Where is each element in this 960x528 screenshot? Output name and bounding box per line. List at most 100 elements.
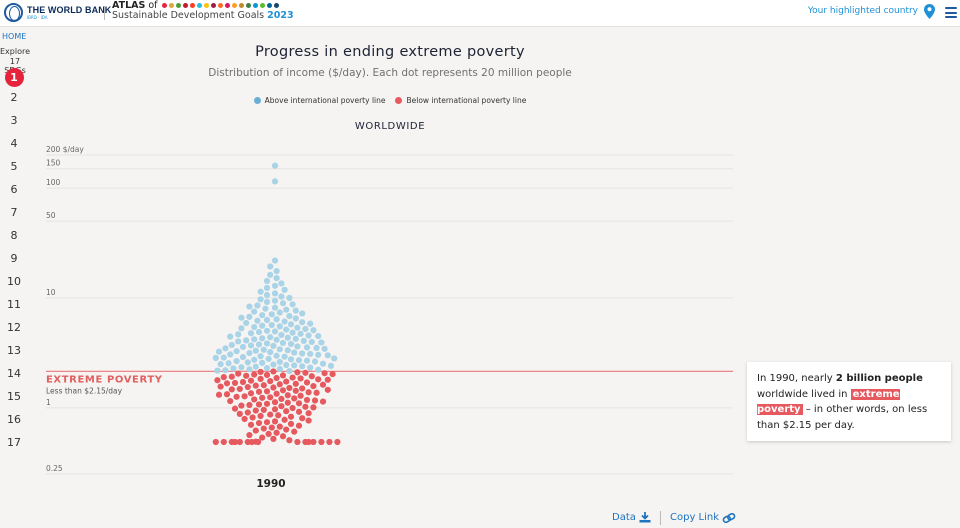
sidebar-sdg-4[interactable]: 4 <box>10 137 18 150</box>
dot-below-poverty <box>279 433 287 440</box>
dot-above-poverty <box>295 357 303 364</box>
dot-below-poverty <box>273 390 280 397</box>
dot-below-poverty <box>251 396 258 403</box>
dot-below-poverty <box>255 438 262 446</box>
dot-above-poverty <box>299 319 306 326</box>
dot-below-poverty <box>244 383 251 391</box>
dot-above-poverty <box>238 364 245 371</box>
sdg-dot-7 <box>203 3 209 9</box>
legend-item-above[interactable]: Above international poverty line <box>253 96 385 105</box>
org-name: THE WORLD BANK <box>27 4 112 15</box>
dot-above-poverty <box>287 321 295 328</box>
explore-line1: Explore <box>0 47 31 56</box>
dot-below-poverty <box>233 393 240 400</box>
sidebar-sdg-5[interactable]: 5 <box>10 160 18 173</box>
dot-below-poverty <box>212 438 219 446</box>
sidebar-sdg-6[interactable]: 6 <box>10 183 18 196</box>
dot-above-poverty <box>286 312 293 320</box>
sidebar-sdg-14[interactable]: 14 <box>7 367 21 380</box>
dot-above-poverty <box>315 351 322 358</box>
dot-above-poverty <box>276 309 283 316</box>
dot-above-poverty <box>222 345 229 352</box>
dot-below-poverty <box>276 423 283 430</box>
legend-item-below[interactable]: Below international poverty line <box>395 96 526 105</box>
dot-above-poverty <box>263 327 271 334</box>
dot-above-poverty <box>299 310 306 317</box>
dot-above-poverty <box>227 351 234 358</box>
dot-above-poverty <box>252 363 259 370</box>
dot-below-poverty <box>265 430 272 437</box>
home-link[interactable]: HOME <box>2 32 27 41</box>
dot-below-poverty <box>275 412 282 419</box>
data-download-link[interactable]: Data <box>612 512 651 523</box>
dot-below-poverty <box>255 419 263 427</box>
dot-above-poverty <box>287 340 295 348</box>
dot-above-poverty <box>271 297 279 304</box>
dot-above-poverty <box>215 348 223 355</box>
sidebar-sdg-13[interactable]: 13 <box>7 344 21 357</box>
dot-above-poverty <box>271 178 279 185</box>
dot-below-poverty <box>263 388 271 395</box>
y-tick-label: 50 <box>46 211 56 220</box>
sdg-dot-16 <box>266 3 272 9</box>
dot-below-poverty <box>302 403 309 410</box>
dot-below-poverty <box>231 379 239 387</box>
dot-above-poverty <box>233 348 240 355</box>
sidebar-sdg-11[interactable]: 11 <box>7 298 21 311</box>
sidebar-sdg-10[interactable]: 10 <box>7 275 21 288</box>
highlighted-country-link[interactable]: Your highlighted country <box>807 6 918 16</box>
sidebar-sdg-8[interactable]: 8 <box>10 229 18 242</box>
dot-below-poverty <box>271 406 279 413</box>
dot-below-poverty <box>286 437 293 444</box>
dot-below-poverty <box>228 373 235 380</box>
dot-above-poverty <box>235 338 242 345</box>
dot-below-poverty <box>271 418 279 425</box>
dot-above-poverty <box>284 334 291 341</box>
dot-above-poverty <box>271 328 279 335</box>
dot-above-poverty <box>299 363 306 370</box>
sidebar-sdg-12[interactable]: 12 <box>7 321 21 334</box>
sidebar-sdg-16[interactable]: 16 <box>7 413 21 426</box>
sidebar-sdg-9[interactable]: 9 <box>10 252 18 265</box>
sidebar-sdg-15[interactable]: 15 <box>7 390 21 403</box>
dot-below-poverty <box>236 438 243 446</box>
y-tick-label: 150 <box>46 159 61 168</box>
copy-link-button[interactable]: Copy Link <box>670 512 736 523</box>
annotation-text-3: – in other words, on less than $2.15 per… <box>757 404 928 431</box>
dot-below-poverty <box>289 374 296 381</box>
atlas-logo[interactable]: ATLAS of Sustainable Development Goals 2… <box>112 1 294 21</box>
dot-above-poverty <box>276 323 283 330</box>
map-pin-icon[interactable] <box>924 4 935 19</box>
top-bar: THE WORLD BANK IBRD · IDA ATLAS of Susta… <box>0 0 960 27</box>
dot-above-poverty <box>313 344 320 351</box>
dot-above-poverty <box>324 352 331 359</box>
atlas-prefix: ATLAS <box>112 0 146 11</box>
dot-below-poverty <box>231 405 239 412</box>
hamburger-menu-icon[interactable] <box>945 7 957 18</box>
sidebar-sdg-17[interactable]: 17 <box>7 436 21 449</box>
dot-above-poverty <box>262 305 269 312</box>
dot-below-poverty <box>311 397 319 404</box>
dot-above-poverty <box>251 356 258 363</box>
dot-below-poverty <box>305 389 312 396</box>
sidebar-sdg-1[interactable]: 1 <box>0 68 28 87</box>
dot-below-poverty <box>305 417 312 424</box>
dot-above-poverty <box>283 361 290 369</box>
dot-above-poverty <box>243 319 250 327</box>
sidebar-sdg-2[interactable]: 2 <box>10 91 18 104</box>
dot-below-poverty <box>231 438 239 446</box>
world-bank-logo[interactable]: THE WORLD BANK IBRD · IDA <box>4 3 111 22</box>
dot-above-poverty <box>276 358 283 366</box>
dot-above-poverty <box>246 349 253 357</box>
extreme-poverty-sublabel: Less than $2.15/day <box>46 386 123 395</box>
dot-above-poverty <box>257 353 264 360</box>
dot-below-poverty <box>271 399 279 406</box>
dot-below-poverty <box>273 374 280 382</box>
dot-above-poverty <box>307 350 314 358</box>
dot-above-poverty <box>251 308 258 315</box>
dot-below-poverty <box>239 378 247 386</box>
dot-above-poverty <box>263 298 271 306</box>
sdg-dot-17 <box>273 3 279 9</box>
sidebar-sdg-7[interactable]: 7 <box>10 206 18 219</box>
sidebar-sdg-3[interactable]: 3 <box>10 114 18 127</box>
